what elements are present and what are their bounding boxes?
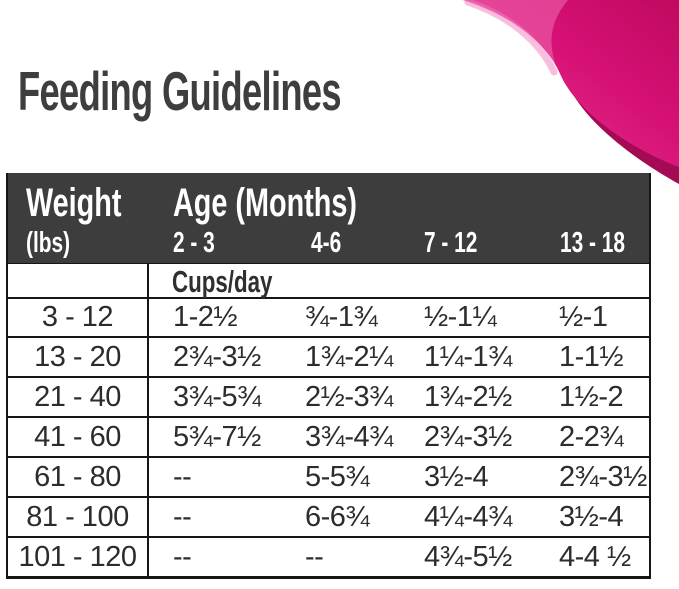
weight-column-header: Weight <box>26 181 122 225</box>
cups-value-cell: 1½-2 <box>559 380 624 413</box>
weight-range-cell: 13 - 20 <box>8 338 149 376</box>
page-title-text: Feeding Guidelines <box>18 60 342 122</box>
weight-range-cell: 61 - 80 <box>8 458 149 496</box>
cups-value-cell: ¾-1¾ <box>305 301 378 333</box>
cups-value-cell: ½-1¼ <box>424 301 497 333</box>
pink-swoosh-highlight <box>462 0 568 66</box>
page-title: Feeding Guidelines <box>18 64 507 119</box>
table-row: 3 - 12 1-2½ ¾-1¾ ½-1¼ ½-1 <box>8 297 649 336</box>
table-row: 41 - 60 5¾-7½ 3¾-4¾ 2¾-3½ 2-2¾ <box>8 416 649 456</box>
cups-value-cell: -- <box>173 460 192 493</box>
age-col-header-2-3: 2 - 3 <box>173 226 215 259</box>
table-row: 21 - 40 3¾-5¾ 2½-3¾ 1¾-2½ 1½-2 <box>8 376 649 416</box>
weight-range-cell: 21 - 40 <box>8 378 149 416</box>
weight-range-cell: 41 - 60 <box>8 418 149 456</box>
cups-value-cell: 3¾-5¾ <box>173 380 261 413</box>
table-row: 81 - 100 -- 6-6¾ 4¼-4¾ 3½-4 <box>8 496 649 536</box>
table-row: 13 - 20 2¾-3½ 1¾-2¼ 1¼-1¾ 1-1½ <box>8 336 649 376</box>
cups-value-cell: 5¾-7½ <box>173 420 261 453</box>
cups-value-cell: 3½-4 <box>424 460 489 493</box>
weight-range-cell: 101 - 120 <box>8 538 149 576</box>
cups-value-cell: 1¾-2½ <box>424 380 512 413</box>
table-header: Weight Age (Months) (lbs) 2 - 3 4-6 7 - … <box>8 173 649 263</box>
cups-value-cell: 2¾-3½ <box>173 340 261 373</box>
cups-value-cell: 1¾-2¼ <box>305 340 393 373</box>
units-row: Cups/day <box>8 263 649 300</box>
cups-value-cell: 3½-4 <box>559 500 624 533</box>
cups-value-cell: 2-2¾ <box>559 420 624 453</box>
cups-value-cell: 3¾-4¾ <box>305 420 393 453</box>
table-body: 3 - 12 1-2½ ¾-1¾ ½-1¼ ½-1 13 - 20 2¾-3½ 1¾-2¼ 1¼… <box>8 297 649 576</box>
cups-value-cell: 5-5¾ <box>305 460 370 493</box>
cups-value-cell: -- <box>305 540 324 573</box>
cups-value-cell: 4-4 ½ <box>559 540 631 573</box>
table-row: 101 - 120 -- -- 4¾-5½ 4-4 ½ <box>8 536 649 576</box>
weight-range-cell: 81 - 100 <box>8 498 149 536</box>
cups-value-cell: 4¾-5½ <box>424 540 512 573</box>
age-col-header-7-12: 7 - 12 <box>424 226 478 259</box>
cups-value-cell: 2¾-3½ <box>424 420 512 453</box>
age-col-header-13-18: 13 - 18 <box>560 226 626 259</box>
age-group-header: Age (Months) <box>173 181 357 225</box>
units-row-empty-cell <box>8 264 149 300</box>
weight-range-cell: 3 - 12 <box>8 299 149 336</box>
cups-value-cell: -- <box>173 540 192 573</box>
age-col-header-4-6: 4-6 <box>311 226 342 259</box>
table-row: 61 - 80 -- 5-5¾ 3½-4 2¾-3½ <box>8 456 649 496</box>
cups-value-cell: -- <box>173 500 192 533</box>
table-header-row-units: (lbs) 2 - 3 4-6 7 - 12 13 - 18 <box>8 223 649 263</box>
cups-value-cell: 1-2½ <box>173 301 238 333</box>
units-label: Cups/day <box>172 264 273 299</box>
cups-value-cell: 6-6¾ <box>305 500 370 533</box>
cups-value-cell: 1-1½ <box>559 340 624 373</box>
cups-value-cell: 4¼-4¾ <box>424 500 512 533</box>
cups-value-cell: ½-1 <box>559 301 608 333</box>
table-header-row-groups: Weight Age (Months) <box>8 173 649 223</box>
pink-swoosh-highlight-stroke <box>464 0 558 76</box>
cups-value-cell: 2¾-3½ <box>559 460 647 493</box>
cups-value-cell: 1¼-1¾ <box>424 340 512 373</box>
feeding-guidelines-table: Weight Age (Months) (lbs) 2 - 3 4-6 7 - … <box>6 173 651 579</box>
cups-value-cell: 2½-3¾ <box>305 380 393 413</box>
weight-units-header: (lbs) <box>26 226 71 259</box>
